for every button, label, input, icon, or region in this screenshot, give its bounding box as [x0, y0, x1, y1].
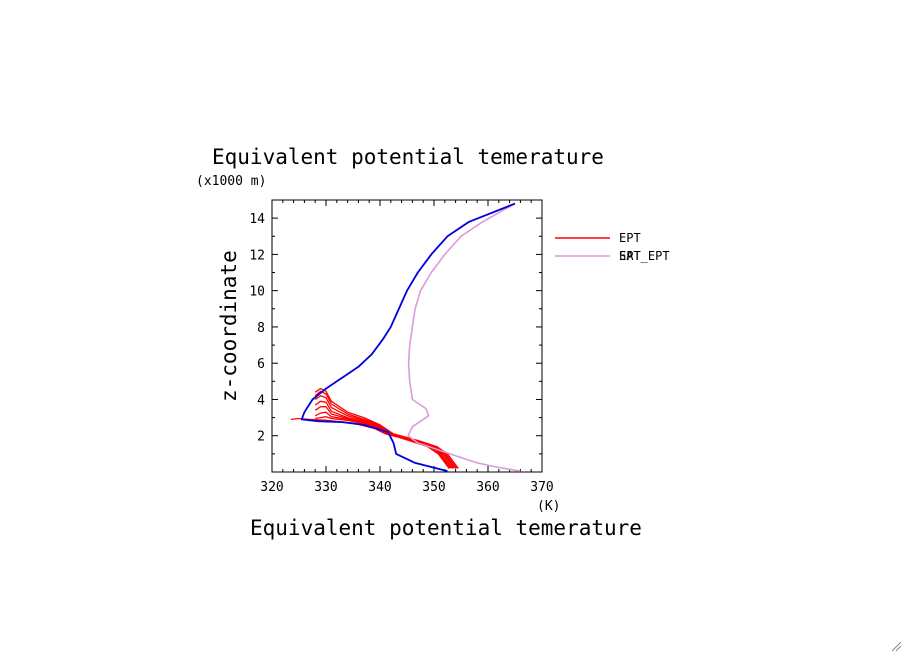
ept-member-line-7 — [315, 416, 451, 469]
resize-grip-icon[interactable] — [890, 640, 902, 652]
x-axis-unit: (K) — [537, 499, 560, 514]
ept-member-line-1 — [314, 387, 459, 469]
legend: EPT SAT_EPT EPT — [555, 231, 670, 263]
y-tick-label: 4 — [257, 393, 265, 408]
y-tick-label: 14 — [249, 212, 265, 227]
ept-member-line-4 — [314, 400, 456, 469]
x-tick-label: 330 — [314, 480, 337, 495]
x-tick-label: 370 — [530, 480, 553, 495]
y-tick-label: 10 — [249, 285, 265, 300]
x-tick-label: 350 — [422, 480, 445, 495]
x-tick-label: 360 — [476, 480, 499, 495]
y-axis-label: z-coordinate — [217, 250, 241, 402]
series-layer — [290, 202, 521, 472]
plot-frame — [271, 199, 543, 473]
y-tick-label: 8 — [257, 321, 265, 336]
y-tick-label: 12 — [249, 248, 265, 263]
y-tick-label: 2 — [257, 430, 265, 445]
legend-label-sat-ept: SAT_EPT — [619, 249, 670, 263]
legend-label-ept: EPT — [619, 231, 641, 245]
x-axis-label: Equivalent potential temerature — [250, 516, 642, 540]
ept-member-line-5 — [314, 406, 454, 469]
legend-label-ept-mean: EPT — [619, 249, 641, 263]
x-minor-ticks — [282, 200, 532, 472]
sat-ept-line — [407, 202, 521, 472]
y-tick-label: 6 — [257, 357, 265, 372]
x-tick-label: 340 — [368, 480, 391, 495]
plot-area: 320 330 340 350 360 370 2 4 6 8 10 12 14 — [249, 199, 554, 495]
y-minor-ticks — [272, 235, 542, 455]
x-tick-label: 320 — [260, 480, 283, 495]
ept-mean-line — [300, 202, 516, 472]
x-axis-ticks: 320 330 340 350 360 370 — [260, 200, 554, 495]
chart-title: Equivalent potential temerature — [212, 145, 604, 169]
y-axis-ticks: 2 4 6 8 10 12 14 — [249, 212, 542, 445]
y-axis-unit: (x1000 m) — [196, 174, 266, 189]
